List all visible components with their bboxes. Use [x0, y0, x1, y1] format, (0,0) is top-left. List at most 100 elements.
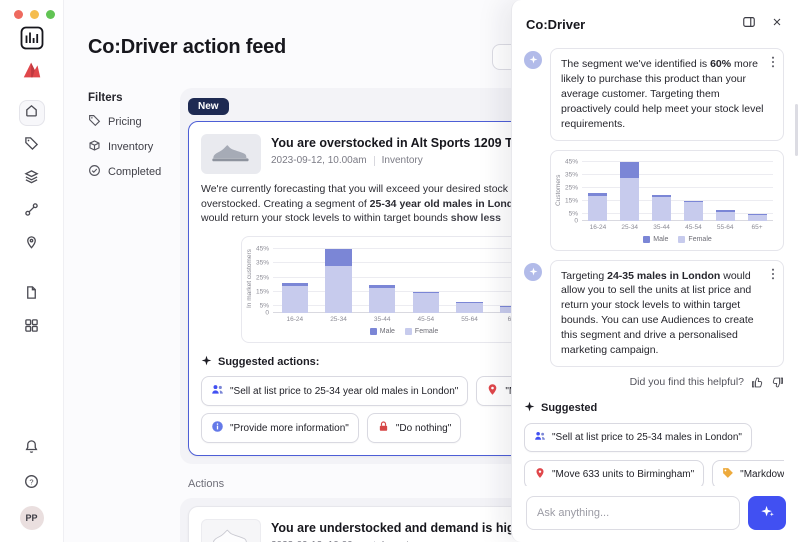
- card-chart-box: In market customers 0 5% 15% 25% 35% 45% 16-2…: [241, 236, 546, 344]
- panel-collapse-icon: [742, 15, 756, 34]
- pin-icon: [486, 383, 499, 399]
- app-logo-icon: [20, 26, 44, 55]
- lock-icon: [377, 420, 390, 436]
- age-distribution-chart: In market customers 0 5% 15% 25% 35% 45% 16-2…: [246, 245, 535, 336]
- message-bubble: Targeting 24-35 males in London would al…: [550, 259, 784, 367]
- close-icon: [771, 15, 783, 33]
- card-meta: 2023-09-12, 10.00am Inventory: [271, 155, 554, 166]
- suggested-actions-row-2: "Provide more information" "Do nothing": [201, 413, 711, 444]
- message-bubble: The segment we've identified is 60% more…: [550, 48, 784, 141]
- panel-close-button[interactable]: [768, 15, 786, 33]
- filter-item-completed[interactable]: Completed: [88, 164, 180, 180]
- chart-y-axis: 0 5% 15% 25% 35% 45%: [255, 245, 269, 317]
- brand-mark-icon: [21, 59, 43, 86]
- check-circle-icon: [88, 164, 101, 180]
- chart-y-axis: 0 5% 15% 25% 35% 45%: [564, 158, 578, 225]
- info-icon: [211, 420, 224, 436]
- sidebar-item-workflows[interactable]: [19, 199, 45, 225]
- sparkle-icon: [524, 401, 535, 415]
- sidebar-item-pricing[interactable]: [19, 133, 45, 159]
- message-menu-button[interactable]: [768, 56, 778, 68]
- window-zoom-button[interactable]: [46, 10, 55, 19]
- window-controls: [14, 10, 55, 19]
- action-chip-provide-more-information[interactable]: "Provide more information": [201, 413, 359, 444]
- action-chip-sell-at-list-price[interactable]: "Sell at list price to 25-34 year old ma…: [201, 376, 469, 407]
- chart-y-axis-label: In market customers: [246, 249, 253, 309]
- sidebar-item-home[interactable]: [18, 100, 45, 126]
- filter-label: Pricing: [108, 116, 142, 128]
- flow-icon: [24, 202, 39, 222]
- filter-item-pricing[interactable]: Pricing: [88, 114, 180, 130]
- sparkle-send-icon: [760, 504, 775, 522]
- product-thumbnail: [201, 519, 261, 542]
- grid-icon: [24, 318, 39, 338]
- chart-plot-area: [582, 159, 773, 221]
- action-chip-do-nothing[interactable]: "Do nothing": [366, 413, 462, 444]
- ask-anything-input[interactable]: [526, 496, 740, 530]
- sparkle-icon: [529, 263, 538, 281]
- help-button[interactable]: ?: [19, 471, 45, 497]
- chart-y-axis-label: Customers: [555, 173, 562, 206]
- suggestion-chip-sell-at-list-price[interactable]: "Sell at list price to 25-34 males in Lo…: [524, 422, 752, 452]
- filter-label: Completed: [108, 166, 162, 178]
- panel-title: Co:Driver: [526, 16, 586, 32]
- panel-chat-area: The segment we've identified is 60% more…: [512, 42, 800, 486]
- location-pin-icon: [24, 235, 39, 255]
- sidebar-nav: [18, 100, 45, 341]
- box-icon: [88, 139, 101, 155]
- filter-item-inventory[interactable]: Inventory: [88, 139, 180, 155]
- document-icon: [24, 285, 39, 305]
- show-less-link[interactable]: show less: [450, 212, 501, 225]
- help-icon: ?: [24, 474, 39, 494]
- sidebar-item-locations[interactable]: [19, 232, 45, 258]
- people-icon: [211, 383, 224, 399]
- card-category: Inventory: [382, 540, 423, 542]
- panel-chart-card: Customers 0 5% 15% 25% 35% 45% 16-24 25-34 35-4…: [550, 149, 784, 251]
- thumbs-down-button[interactable]: [771, 376, 784, 389]
- panel-scrollbar[interactable]: [795, 104, 798, 156]
- sidebar-item-documents[interactable]: [19, 282, 45, 308]
- feedback-row: Did you find this helpful?: [524, 376, 784, 389]
- sidebar-item-apps[interactable]: [19, 315, 45, 341]
- assistant-avatar: [524, 262, 542, 281]
- suggested-actions-heading: Suggested actions:: [201, 355, 711, 369]
- product-thumbnail: [201, 134, 261, 174]
- user-avatar[interactable]: PP: [19, 506, 44, 530]
- filter-label: Inventory: [108, 141, 154, 153]
- chart-plot-area: [273, 245, 535, 314]
- assistant-message: The segment we've identified is 60% more…: [524, 48, 784, 141]
- send-button[interactable]: [748, 496, 786, 530]
- feedback-question: Did you find this helpful?: [629, 376, 744, 389]
- thumbs-up-button[interactable]: [751, 376, 764, 389]
- sparkle-icon: [529, 51, 538, 69]
- pin-icon: [534, 467, 546, 482]
- actions-section-heading: Actions: [188, 478, 225, 491]
- home-icon: [24, 103, 39, 123]
- window-close-button[interactable]: [14, 10, 23, 19]
- sidebar-bottom: ? PP: [19, 436, 45, 530]
- chat-input-row: [512, 486, 800, 542]
- message-menu-button[interactable]: [768, 268, 778, 280]
- tag-icon: [24, 136, 39, 156]
- card-meta: 2023-09-12, 10.00am Inventory: [271, 540, 688, 542]
- panel-collapse-button[interactable]: [740, 15, 758, 33]
- people-icon: [534, 430, 546, 445]
- filters-heading: Filters: [88, 92, 123, 104]
- svg-text:?: ?: [29, 477, 33, 486]
- new-badge: New: [188, 98, 229, 115]
- window-minimize-button[interactable]: [30, 10, 39, 19]
- layers-icon: [24, 169, 39, 189]
- suggestion-chip-markdown[interactable]: "Markdown by 10%": [712, 459, 784, 486]
- card-title: You are overstocked in Alt Sports 1209 T…: [271, 136, 554, 150]
- page-title: Co:Driver action feed: [88, 36, 287, 58]
- left-sidebar: ? PP: [0, 0, 64, 542]
- sidebar-item-layers[interactable]: [19, 166, 45, 192]
- panel-header: Co:Driver: [512, 0, 800, 42]
- customers-age-chart: Customers 0 5% 15% 25% 35% 45% 16-24 25-34 35-4…: [555, 159, 773, 243]
- notifications-button[interactable]: [19, 436, 45, 462]
- filters-panel: Filters Pricing Inventory Completed: [88, 92, 180, 189]
- suggestion-chip-move-units[interactable]: "Move 633 units to Birmingham": [524, 459, 705, 486]
